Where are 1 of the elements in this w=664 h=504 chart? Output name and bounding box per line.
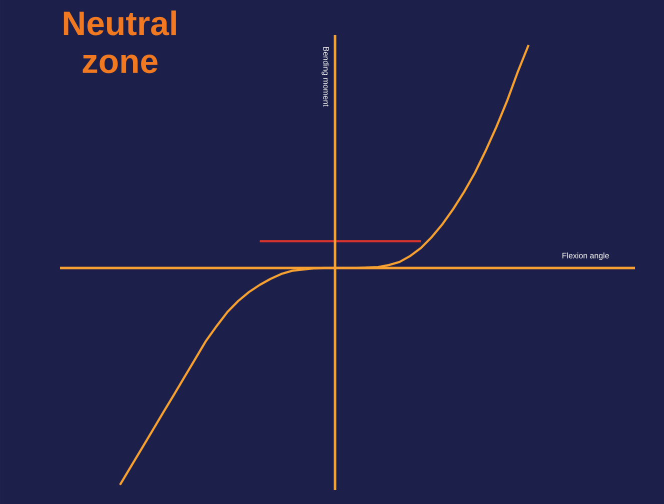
chart-title: Neutral zone bbox=[64, 10, 176, 74]
